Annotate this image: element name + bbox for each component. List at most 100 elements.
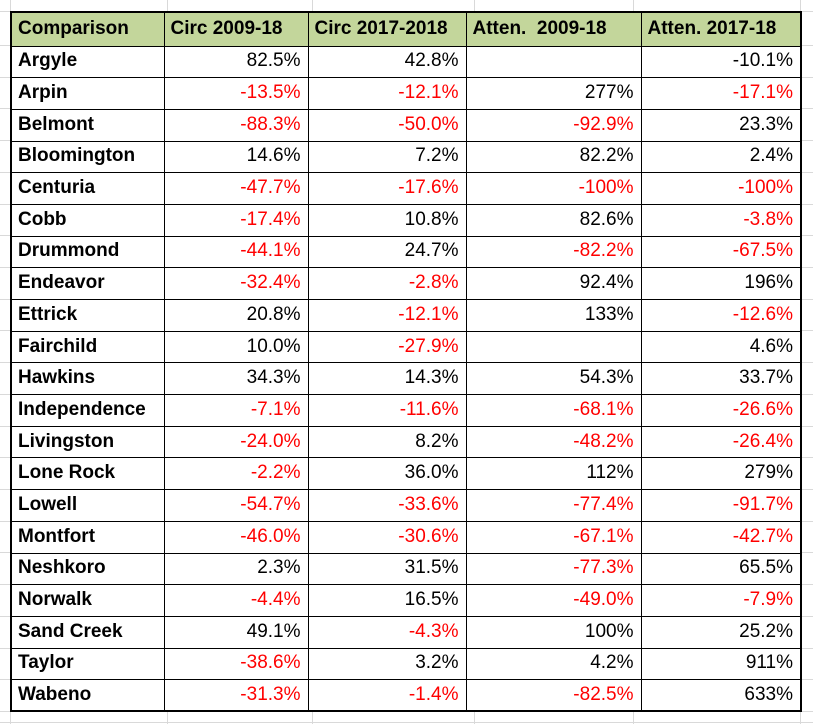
value-cell[interactable]: -4.4% xyxy=(163,584,309,617)
value-cell[interactable]: 2.3% xyxy=(163,552,309,586)
row-name-cell[interactable]: Hawkins xyxy=(10,362,165,396)
value-cell[interactable]: 92.4% xyxy=(465,267,642,300)
value-cell[interactable]: 82.2% xyxy=(465,140,642,174)
row-name-cell[interactable]: Lowell xyxy=(10,489,165,522)
value-cell[interactable]: -17.4% xyxy=(163,203,309,237)
value-cell[interactable]: -91.7% xyxy=(640,489,802,522)
value-cell[interactable]: -4.3% xyxy=(307,615,467,649)
value-cell[interactable]: -67.1% xyxy=(465,520,642,554)
column-header-cell[interactable]: Atten. 2017-18 xyxy=(640,11,802,47)
value-cell[interactable]: 54.3% xyxy=(465,362,642,396)
row-name-cell[interactable]: Drummond xyxy=(10,235,165,269)
row-name-cell[interactable]: Bloomington xyxy=(10,140,165,174)
value-cell[interactable]: 8.2% xyxy=(307,425,467,459)
value-cell[interactable]: -100% xyxy=(640,172,802,205)
value-cell[interactable]: 3.2% xyxy=(307,647,467,681)
value-cell[interactable]: -92.9% xyxy=(465,108,642,142)
row-name-cell[interactable]: Ettrick xyxy=(10,299,165,332)
value-cell[interactable]: 4.2% xyxy=(465,647,642,681)
value-cell[interactable]: 20.8% xyxy=(163,299,309,332)
column-header-cell[interactable]: Atten. 2009-18 xyxy=(465,11,642,47)
value-cell[interactable]: -3.8% xyxy=(640,203,802,237)
row-name-cell[interactable]: Argyle xyxy=(10,45,165,79)
value-cell[interactable]: -42.7% xyxy=(640,520,802,554)
value-cell[interactable]: 24.7% xyxy=(307,235,467,269)
value-cell[interactable]: -77.4% xyxy=(465,489,642,522)
value-cell[interactable]: -7.1% xyxy=(163,394,309,427)
value-cell[interactable]: -2.2% xyxy=(163,457,309,491)
row-name-cell[interactable]: Norwalk xyxy=(10,584,165,617)
row-name-cell[interactable]: Arpin xyxy=(10,77,165,110)
value-cell[interactable]: -2.8% xyxy=(307,267,467,300)
column-header-cell[interactable]: Comparison xyxy=(10,11,165,47)
value-cell[interactable]: -48.2% xyxy=(465,425,642,459)
row-name-cell[interactable]: Cobb xyxy=(10,203,165,237)
row-name-cell[interactable]: Belmont xyxy=(10,108,165,142)
value-cell[interactable]: 31.5% xyxy=(307,552,467,586)
value-cell[interactable]: -26.4% xyxy=(640,425,802,459)
value-cell[interactable]: -12.1% xyxy=(307,299,467,332)
value-cell[interactable]: 911% xyxy=(640,647,802,681)
column-header-cell[interactable]: Circ 2009-18 xyxy=(163,11,309,47)
row-name-cell[interactable]: Centuria xyxy=(10,172,165,205)
value-cell[interactable]: 196% xyxy=(640,267,802,300)
value-cell[interactable]: 82.6% xyxy=(465,203,642,237)
value-cell[interactable]: -49.0% xyxy=(465,584,642,617)
row-name-cell[interactable]: Taylor xyxy=(10,647,165,681)
value-cell[interactable]: -82.2% xyxy=(465,235,642,269)
value-cell[interactable]: -82.5% xyxy=(465,679,642,712)
value-cell[interactable]: 279% xyxy=(640,457,802,491)
value-cell[interactable]: -77.3% xyxy=(465,552,642,586)
value-cell[interactable]: 16.5% xyxy=(307,584,467,617)
value-cell[interactable]: -27.9% xyxy=(307,330,467,364)
value-cell[interactable]: -17.1% xyxy=(640,77,802,110)
value-cell[interactable]: -31.3% xyxy=(163,679,309,712)
value-cell[interactable]: -54.7% xyxy=(163,489,309,522)
value-cell[interactable]: -13.5% xyxy=(163,77,309,110)
row-name-cell[interactable]: Sand Creek xyxy=(10,615,165,649)
value-cell[interactable]: -12.6% xyxy=(640,299,802,332)
value-cell[interactable]: -17.6% xyxy=(307,172,467,205)
value-cell[interactable]: 23.3% xyxy=(640,108,802,142)
value-cell[interactable]: -24.0% xyxy=(163,425,309,459)
value-cell[interactable]: 14.6% xyxy=(163,140,309,174)
row-name-cell[interactable]: Livingston xyxy=(10,425,165,459)
value-cell[interactable]: 42.8% xyxy=(307,45,467,79)
row-name-cell[interactable]: Wabeno xyxy=(10,679,165,712)
value-cell[interactable]: -47.7% xyxy=(163,172,309,205)
row-name-cell[interactable]: Lone Rock xyxy=(10,457,165,491)
value-cell[interactable] xyxy=(465,45,642,79)
value-cell[interactable]: -26.6% xyxy=(640,394,802,427)
value-cell[interactable]: 14.3% xyxy=(307,362,467,396)
value-cell[interactable]: 100% xyxy=(465,615,642,649)
value-cell[interactable]: -100% xyxy=(465,172,642,205)
value-cell[interactable]: -88.3% xyxy=(163,108,309,142)
value-cell[interactable]: -32.4% xyxy=(163,267,309,300)
value-cell[interactable]: -46.0% xyxy=(163,520,309,554)
value-cell[interactable]: 7.2% xyxy=(307,140,467,174)
value-cell[interactable]: -1.4% xyxy=(307,679,467,712)
value-cell[interactable]: 10.8% xyxy=(307,203,467,237)
value-cell[interactable]: 633% xyxy=(640,679,802,712)
value-cell[interactable]: 36.0% xyxy=(307,457,467,491)
value-cell[interactable]: 277% xyxy=(465,77,642,110)
value-cell[interactable]: 2.4% xyxy=(640,140,802,174)
value-cell[interactable]: -12.1% xyxy=(307,77,467,110)
value-cell[interactable]: -50.0% xyxy=(307,108,467,142)
row-name-cell[interactable]: Montfort xyxy=(10,520,165,554)
value-cell[interactable]: 82.5% xyxy=(163,45,309,79)
value-cell[interactable]: -10.1% xyxy=(640,45,802,79)
value-cell[interactable]: 10.0% xyxy=(163,330,309,364)
row-name-cell[interactable]: Fairchild xyxy=(10,330,165,364)
value-cell[interactable]: -44.1% xyxy=(163,235,309,269)
value-cell[interactable]: 25.2% xyxy=(640,615,802,649)
value-cell[interactable]: -30.6% xyxy=(307,520,467,554)
value-cell[interactable]: -33.6% xyxy=(307,489,467,522)
value-cell[interactable]: 49.1% xyxy=(163,615,309,649)
value-cell[interactable]: 112% xyxy=(465,457,642,491)
value-cell[interactable]: 133% xyxy=(465,299,642,332)
value-cell[interactable]: 65.5% xyxy=(640,552,802,586)
value-cell[interactable]: -68.1% xyxy=(465,394,642,427)
value-cell[interactable]: -67.5% xyxy=(640,235,802,269)
value-cell[interactable]: -7.9% xyxy=(640,584,802,617)
